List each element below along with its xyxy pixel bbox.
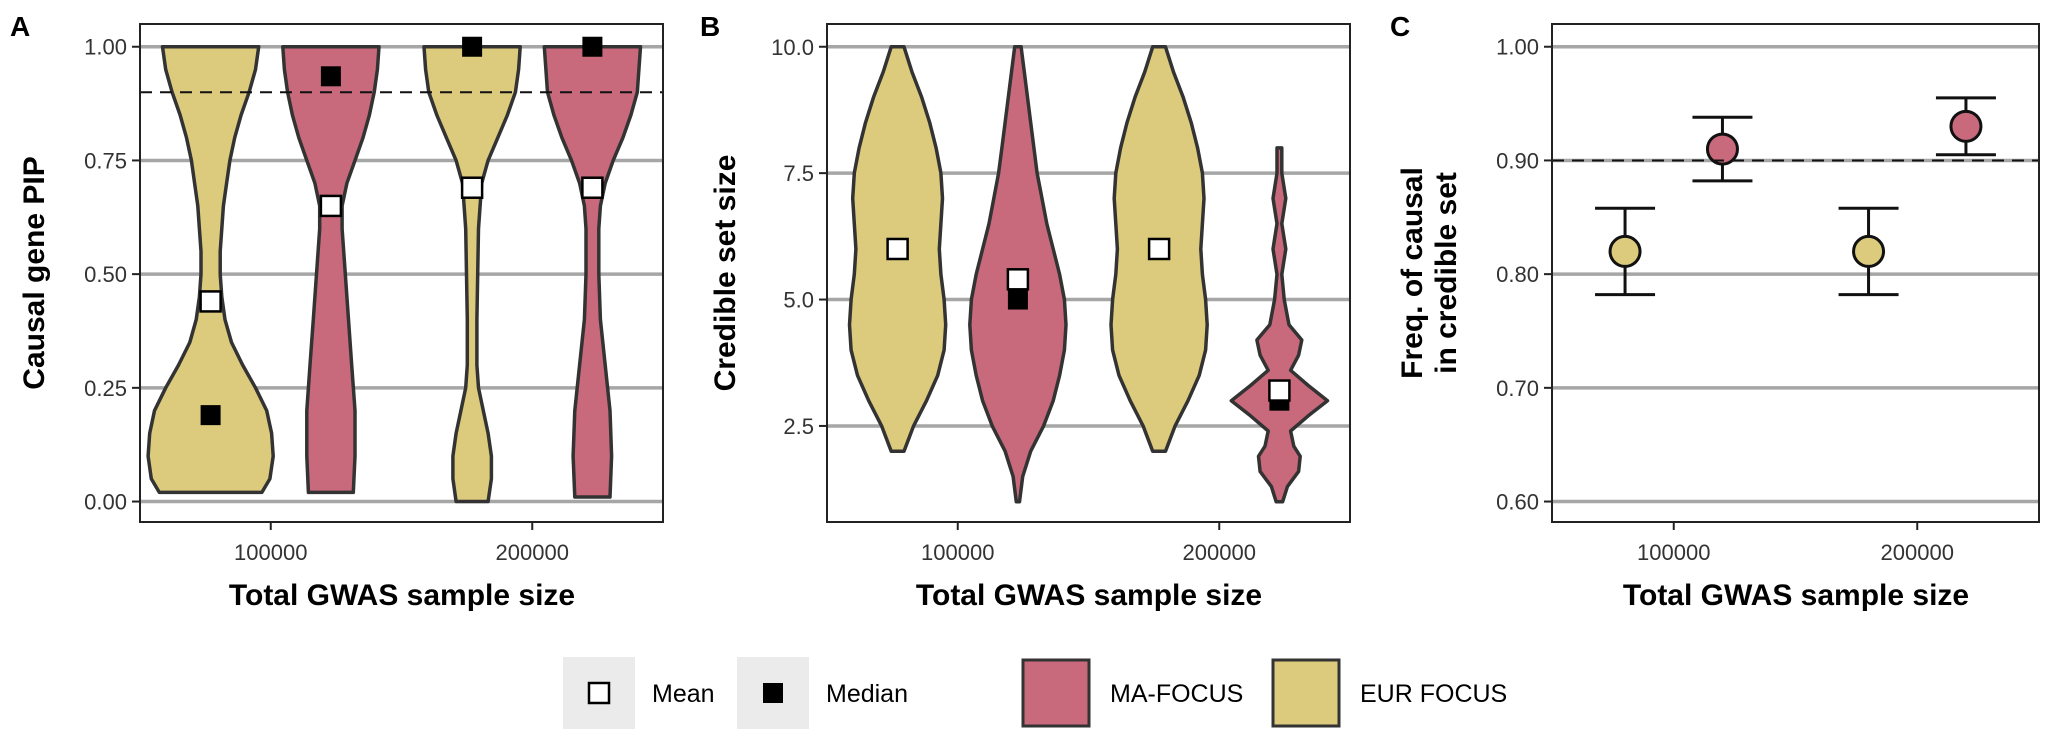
panel-b-ytick-label: 5.0 — [783, 288, 814, 313]
mean-marker-ma-focus-200000 — [581, 176, 604, 199]
panel-c-ytick-label: 0.70 — [1496, 376, 1539, 401]
panel-c-ytick-label: 0.60 — [1496, 490, 1539, 515]
panel-b-ytick-label: 2.5 — [783, 414, 814, 439]
point-ma-focus-200000 — [1949, 109, 1983, 143]
panel-c-ytick-label: 1.00 — [1496, 35, 1539, 60]
mean-marker-eur-focus-200000 — [1147, 237, 1171, 261]
panel-c-xtick-label: 100000 — [1637, 540, 1710, 565]
panel-c-axes: 0.60 0.70 0.80 0.90 1.00 100000 200000 — [1496, 35, 1954, 565]
point-eur-focus-100000 — [1608, 234, 1642, 268]
panel-c-tag: C — [1390, 11, 1410, 42]
panel-c-ytick-label: 0.90 — [1496, 148, 1539, 173]
mean-marker-ma-focus-100000 — [1006, 268, 1030, 291]
panel-a-xtick-label: 200000 — [496, 540, 569, 565]
panel-b-xtick-label: 100000 — [921, 540, 994, 565]
violin-eur-focus-200000 — [422, 44, 522, 504]
panel-a-xlabel: Total GWAS sample size — [229, 579, 575, 612]
legend-mean-label: Mean — [652, 680, 715, 708]
panel-b-xtick-label: 200000 — [1183, 540, 1256, 565]
mean-marker-ma-focus-100000 — [319, 194, 343, 218]
median-marker-ma-focus-100000 — [1007, 289, 1028, 310]
panel-a-frame — [139, 23, 664, 523]
panel-c: C 0.60 0.70 0.80 0.90 1.00 100000 200000 Total… — [1390, 11, 2040, 612]
median-marker-ma-focus-200000 — [582, 36, 603, 57]
panel-a-marks — [140, 36, 663, 504]
panel-c-xtick-label: 200000 — [1881, 540, 1954, 565]
violin-eur-focus-100000 — [146, 44, 275, 495]
point-eur-focus-200000 — [1852, 234, 1886, 268]
panel-b: B 2.5 5.0 7.5 10.0 100000 200000 Total GWAS s… — [700, 11, 1351, 612]
panel-b-marks — [847, 45, 1330, 504]
panel-a-ytick-label: 0.50 — [84, 262, 127, 287]
mean-marker-eur-focus-200000 — [460, 176, 484, 199]
panel-c-ylabel-line2: in credible set — [1430, 172, 1463, 374]
panel-a-ylabel: Causal gene PIP — [18, 156, 51, 389]
panel-b-frame — [826, 23, 1351, 523]
panel-c-ytick-label: 0.80 — [1496, 262, 1539, 287]
panel-c-marks — [1552, 96, 2039, 297]
mean-marker-eur-focus-100000 — [199, 290, 222, 313]
panel-b-xlabel: Total GWAS sample size — [916, 579, 1262, 612]
panel-a: A 0.00 0.25 0.50 0.75 1.00 100000 200000 Total… — [10, 11, 664, 612]
violin-ma-focus-100000 — [281, 44, 381, 495]
legend-mean-icon — [587, 681, 611, 705]
panel-a-ytick-label: 0.00 — [84, 490, 127, 515]
panel-a-ytick-label: 0.75 — [84, 148, 127, 173]
panel-a-ytick-label: 0.25 — [84, 376, 127, 401]
panel-a-xtick-label: 100000 — [234, 540, 307, 565]
panel-b-ytick-label: 10.0 — [771, 35, 814, 60]
legend-ma-focus-swatch — [1021, 658, 1091, 728]
legend-eur-focus-swatch — [1271, 658, 1341, 728]
panel-c-ylabel-line1: Freq. of causal — [1396, 167, 1429, 379]
legend-median-icon — [763, 683, 783, 703]
panel-b-ylabel: Credible set size — [709, 155, 742, 392]
median-marker-eur-focus-100000 — [200, 405, 221, 426]
legend-eur-focus-label: EUR FOCUS — [1360, 680, 1507, 708]
panel-c-frame — [1551, 23, 2040, 523]
point-ma-focus-100000 — [1705, 132, 1739, 166]
violin-ma-focus-200000 — [542, 44, 643, 499]
legend: Mean Median MA-FOCUS EUR FOCUS — [563, 657, 1507, 729]
legend-ma-focus-label: MA-FOCUS — [1110, 680, 1243, 708]
violin-ma-focus-200000 — [1229, 146, 1330, 504]
median-marker-eur-focus-200000 — [462, 36, 483, 57]
panel-b-ytick-label: 7.5 — [783, 161, 814, 186]
median-marker-ma-focus-100000 — [320, 66, 341, 87]
panel-a-tag: A — [10, 11, 30, 42]
panel-c-xlabel: Total GWAS sample size — [1623, 579, 1969, 612]
legend-median-label: Median — [826, 680, 908, 708]
panel-b-axes: 2.5 5.0 7.5 10.0 100000 200000 — [771, 35, 1256, 565]
mean-marker-ma-focus-200000 — [1268, 379, 1291, 402]
panel-b-tag: B — [700, 11, 720, 42]
panel-a-ytick-label: 1.00 — [84, 35, 127, 60]
panel-a-axes: 0.00 0.25 0.50 0.75 1.00 100000 200000 — [84, 35, 569, 565]
mean-marker-eur-focus-100000 — [886, 237, 909, 261]
